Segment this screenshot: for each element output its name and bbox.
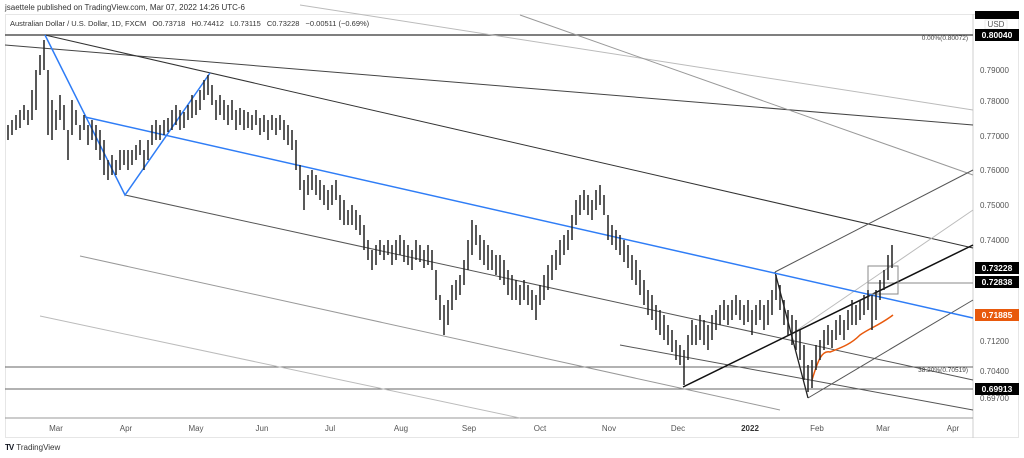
ohlc-low: L0.73115	[230, 19, 261, 28]
channel-lowest-line[interactable]	[39, 315, 521, 419]
price-tick: 0.69700	[980, 394, 1009, 403]
svg-text:0.71885: 0.71885	[982, 310, 1013, 320]
time-tick: Mar	[49, 424, 63, 433]
time-tick: Aug	[394, 424, 408, 433]
channel-mid-line[interactable]	[124, 194, 974, 381]
currency-label: USD	[988, 20, 1005, 29]
time-tick: Jul	[325, 424, 335, 433]
symbol-name[interactable]: Australian Dollar / U.S. Dollar, 1D, FXC…	[10, 19, 147, 28]
pitchfork-lower-tine[interactable]	[807, 299, 974, 399]
channel-lower-line[interactable]	[79, 255, 781, 411]
price-tag-07284: 0.72838	[975, 276, 1019, 288]
tradingview-logo-icon: TV	[5, 443, 14, 452]
time-tick: Apr	[120, 424, 133, 433]
fib-label-382: 38.20%(0.70519)	[918, 367, 968, 374]
time-tick: Oct	[534, 424, 547, 433]
trendline-upper[interactable]	[4, 44, 974, 126]
chart-legend: Australian Dollar / U.S. Dollar, 1D, FXC…	[10, 19, 373, 28]
publisher-line: jsaettele published on TradingView.com, …	[5, 3, 245, 12]
price-tag-last: 0.73228	[975, 262, 1019, 274]
blue-trendline[interactable]	[84, 116, 974, 319]
time-tick: Apr	[947, 424, 960, 433]
price-tick: 0.77000	[980, 132, 1009, 141]
pitchfork-upper-tine[interactable]	[774, 169, 974, 273]
price-tick: 0.76000	[980, 166, 1009, 175]
time-tick: Nov	[602, 424, 616, 433]
partial-price-tag	[975, 11, 1019, 19]
price-tag-08004: 0.80040	[975, 29, 1019, 41]
price-tick: 0.78000	[980, 97, 1009, 106]
svg-text:0.73228: 0.73228	[982, 263, 1013, 273]
footer: TV TradingView	[5, 443, 60, 452]
blue-zigzag[interactable]	[44, 34, 211, 197]
svg-text:0.72838: 0.72838	[982, 277, 1013, 287]
candlesticks[interactable]	[7, 40, 893, 392]
channel-outer-light[interactable]	[299, 4, 974, 111]
rising-trendline[interactable]	[682, 244, 974, 388]
range-box[interactable]	[867, 265, 899, 295]
time-tick: Feb	[810, 424, 824, 433]
pitchfork-median[interactable]	[789, 209, 974, 336]
trendline-lower-right[interactable]	[619, 344, 974, 411]
price-tag-orange: 0.71885	[975, 309, 1019, 321]
chart-frame	[5, 14, 1019, 438]
channel-line-gray[interactable]	[519, 14, 974, 176]
price-tick: 0.74000	[980, 236, 1009, 245]
svg-text:0.80040: 0.80040	[982, 30, 1013, 40]
ohlc-high: H0.74412	[191, 19, 224, 28]
price-tick: 0.71200	[980, 337, 1009, 346]
fib-label-0: 0.00%(0.80072)	[922, 35, 968, 42]
ohlc-open: O0.73718	[152, 19, 186, 28]
ohlc-close: C0.73228	[266, 19, 300, 28]
price-tag-06991: 0.69913	[975, 383, 1019, 395]
time-tick: Sep	[462, 424, 477, 433]
price-tick: 0.70400	[980, 367, 1009, 376]
price-tick: 0.75000	[980, 201, 1009, 210]
time-tick: Dec	[671, 424, 685, 433]
time-tick: Mar	[876, 424, 890, 433]
ohlc-change: −0.00511 (−0.69%)	[305, 19, 370, 28]
svg-text:0.69913: 0.69913	[982, 384, 1013, 394]
price-tick: 0.79000	[980, 66, 1009, 75]
time-tick: May	[188, 424, 203, 433]
channel-top-line[interactable]	[44, 34, 974, 249]
time-tick: Jun	[256, 424, 269, 433]
time-tick-year: 2022	[741, 424, 759, 433]
brand-name[interactable]: TradingView	[16, 443, 61, 452]
